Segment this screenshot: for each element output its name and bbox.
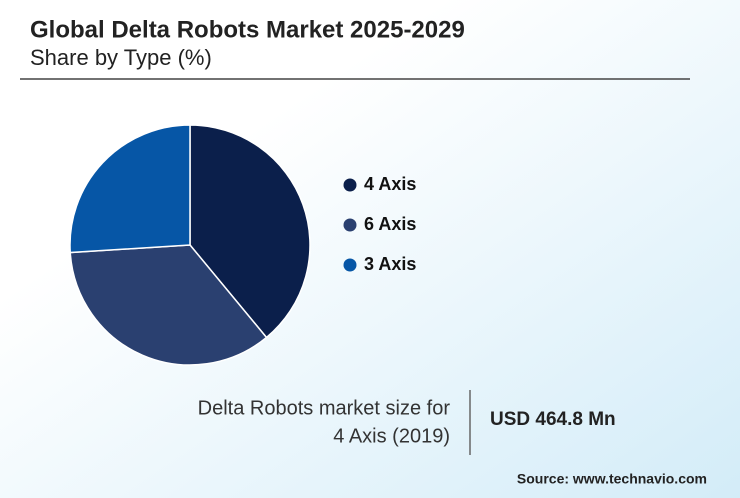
highlight: USD 464.8 Mn [490,409,616,430]
pie-slice [69,124,191,254]
annotation: 4 Axis (2019) [333,425,450,447]
legend-swatch [343,258,357,272]
legend-label: 3 Axis [364,254,416,274]
chart-title: Global Delta Robots Market 2025-2029 [30,16,465,43]
legend-label: 6 Axis [364,214,416,234]
source: Source: www.technavio.com [517,471,707,487]
annotation: Delta Robots market size for [198,397,451,419]
pie-slice [69,244,268,366]
chart-subtitle: Share by Type (%) [30,45,212,70]
legend-swatch [343,178,357,192]
legend-label: 4 Axis [364,174,416,194]
legend-swatch [343,218,357,232]
pie-slice [189,124,311,339]
